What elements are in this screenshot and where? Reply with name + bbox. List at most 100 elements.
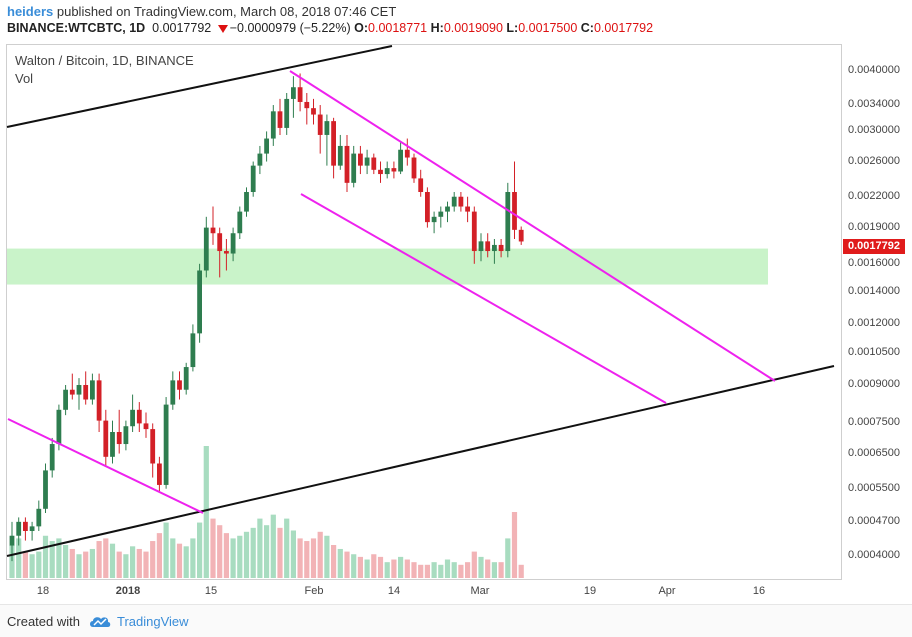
volume-bar [56,538,62,578]
candle-body [384,168,390,175]
volume-bar [324,535,330,578]
volume-bar [89,548,95,578]
tradingview-link[interactable]: TradingView [117,614,189,629]
candle-body [264,138,269,154]
candle-body [110,432,115,457]
volume-bar [163,522,169,578]
candle-body [143,423,149,430]
volume-bar [76,554,82,578]
volume-bar [270,514,276,578]
volume-bar [69,548,75,578]
volume-bar [210,518,216,578]
volume-bar [491,562,497,578]
time-axis-label: 14 [387,585,401,597]
candle-body [411,157,417,179]
candle-body [337,145,343,166]
candle-body [217,233,223,252]
down-arrow-icon [217,24,228,33]
open-label: O: [354,21,369,35]
lower-trend-line [6,365,835,557]
candle-body [210,227,216,234]
published-text: published on TradingView.com, March 08, … [53,4,397,19]
candle-body [69,389,75,395]
candle-body [190,333,196,368]
volume-bar [451,562,457,578]
candle-body [378,169,383,175]
legend-volume: Vol [15,71,34,86]
price-axis-label: 0.0010500 [848,345,900,358]
price-axis-label: 0.0004700 [848,514,900,527]
volume-bar [136,548,142,578]
created-with-text: Created with [7,614,80,629]
price-change: −0.0000979 (−5.22%) [229,21,351,35]
candle-body [257,153,263,166]
volume-bar [331,545,337,578]
candle-body [311,108,316,115]
plot-area[interactable] [6,44,842,580]
candle-body [170,380,176,405]
volume-bar [518,564,524,578]
price-axis-label: 0.0005500 [848,481,900,494]
candle-body [136,409,142,424]
candle-body [157,463,162,485]
volume-bar [29,554,35,578]
candle-body [103,420,109,457]
volume-bar [22,551,28,578]
time-axis-label: 18 [36,585,50,597]
volume-bar [170,538,176,578]
volume-bar [478,556,484,578]
price-axis-label: 0.0007500 [848,416,900,429]
volume-bar [223,533,229,578]
volume-bar [103,538,109,578]
volume-bar [418,564,424,578]
publish-line: heiders published on TradingView.com, Ma… [7,4,396,19]
chart-legend: Walton / Bitcoin, 1D, BINANCE Vol [15,53,194,89]
price-chart[interactable] [0,0,912,604]
price-axis-label: 0.0034000 [848,98,900,111]
price-axis-label: 0.0040000 [848,63,900,76]
candle-body [304,101,310,109]
volume-bar [36,551,42,578]
candle-body [505,191,511,252]
candle-body [431,216,437,223]
candle-body [123,426,129,445]
volume-bar [377,556,384,578]
volume-bar [404,559,410,578]
volume-bar [156,533,162,578]
volume-bar [304,541,310,578]
volume-bar [411,562,417,578]
candle-body [270,111,276,139]
volume-bar [197,522,203,578]
channel-lower-line [300,193,667,404]
author-link[interactable]: heiders [7,4,54,19]
volume-bar [384,562,390,578]
candle-body [177,380,182,390]
time-axis-label: 16 [752,585,766,597]
candle-body [358,153,363,166]
volume-bar [371,554,377,578]
candle-body [438,211,444,217]
close-value: 0.0017792 [593,21,654,35]
candle-body [244,191,249,212]
time-axis-label: 15 [204,585,218,597]
time-axis-label: Mar [470,585,490,597]
volume-bar [123,554,129,578]
volume-bar [438,564,444,578]
candle-body [458,196,464,207]
price-axis-label: 0.0012000 [848,317,900,330]
time-axis-label: 2018 [115,585,141,597]
footer-bar: Created with TradingView [0,604,912,637]
candle-body [398,149,403,172]
volume-bar [130,546,136,578]
candle-body [331,121,336,166]
ohlc-line: BINANCE:WTCBTC, 1D 0.0017792 −0.0000979 … [7,21,653,35]
candle-body [130,409,135,427]
candle-body [284,98,290,128]
candle-body [76,384,82,395]
candle-body [43,470,48,509]
volume-bar [217,525,223,578]
candle-body [518,229,524,242]
candle-body [371,157,377,170]
candle-body [498,244,504,252]
volume-bar [485,559,491,578]
